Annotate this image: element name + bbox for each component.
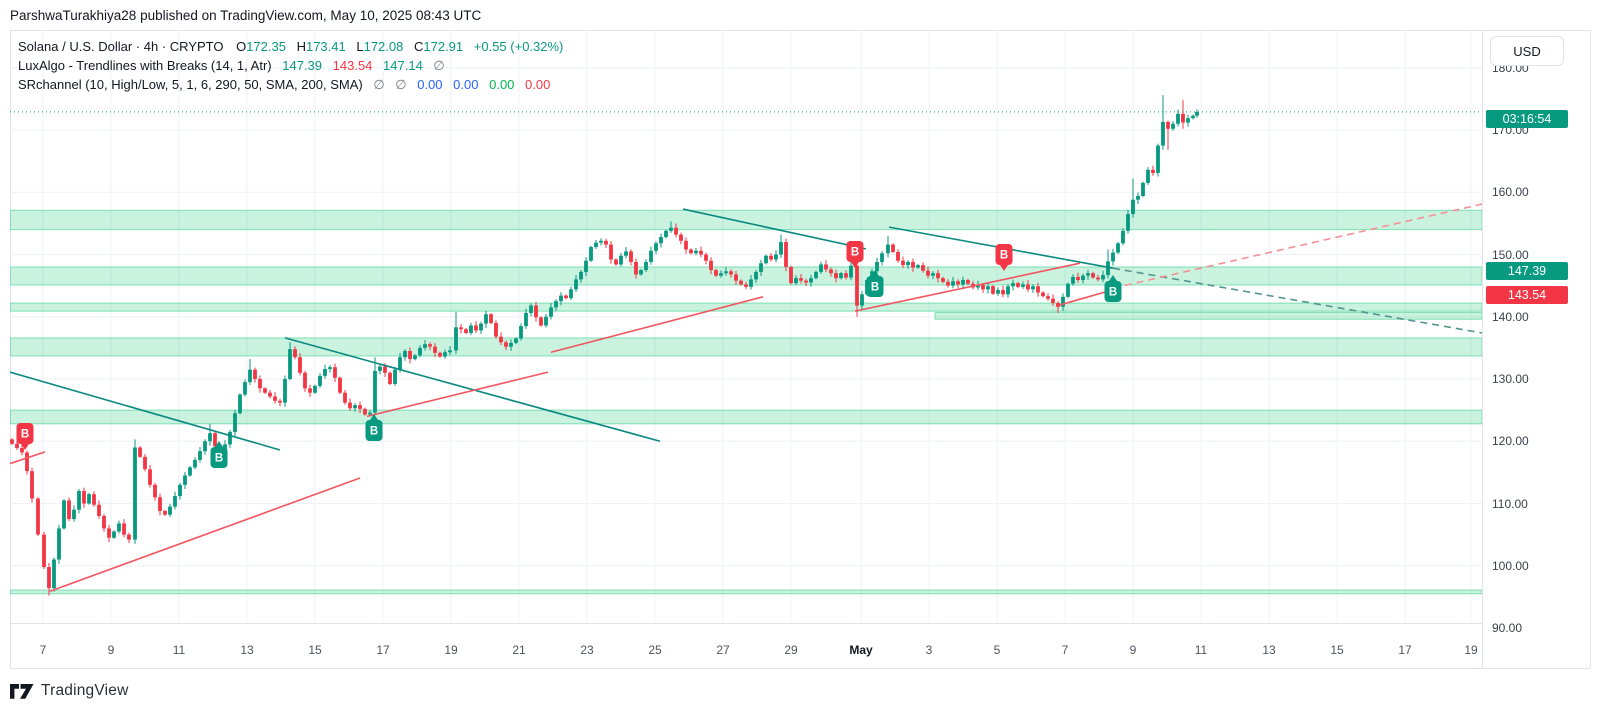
ohlc-low: L172.08: [356, 39, 404, 54]
ohlc-high: H173.41: [296, 39, 346, 54]
indicator-value: 143.54: [332, 58, 373, 73]
time-tick-label: 9: [1129, 643, 1137, 657]
time-tick-label: 29: [784, 643, 798, 657]
tradingview-logo-icon: [10, 683, 34, 699]
price-tick-label: 120.00: [1492, 434, 1529, 449]
legend-symbol-row[interactable]: Solana / U.S. Dollar · 4h · CRYPTO O172.…: [18, 38, 563, 57]
time-tick-label: 7: [39, 643, 47, 657]
time-tick-label: 11: [1194, 643, 1208, 657]
tradingview-logo-text: TradingView: [41, 682, 129, 699]
symbol-title: Solana / U.S. Dollar · 4h · CRYPTO: [18, 39, 224, 54]
currency-toggle-button[interactable]: USD: [1490, 36, 1564, 66]
upper-trendline-price-badge: 147.39: [1486, 261, 1568, 280]
indicator-name: LuxAlgo - Trendlines with Breaks (14, 1,…: [18, 58, 272, 73]
time-tick-label: 5: [993, 643, 1001, 657]
price-axis-separator: [1482, 30, 1483, 668]
time-tick-label: 13: [1262, 643, 1276, 657]
indicator-value: 147.39: [282, 58, 323, 73]
legend: Solana / U.S. Dollar · 4h · CRYPTO O172.…: [18, 38, 563, 95]
svg-text:B: B: [215, 453, 223, 465]
time-tick-label: 23: [580, 643, 594, 657]
time-tick-label: 21: [512, 643, 526, 657]
price-tick-label: 110.00: [1492, 496, 1528, 511]
ohlc-close: C172.91: [413, 39, 464, 54]
time-tick-label: May: [849, 643, 873, 657]
svg-text:B: B: [851, 247, 859, 259]
price-tick-label: 160.00: [1492, 185, 1529, 200]
svg-text:B: B: [1109, 287, 1117, 299]
time-tick-label: 19: [444, 643, 458, 657]
indicator-value: 0.00: [489, 77, 515, 92]
tradingview-logo[interactable]: TradingView: [10, 682, 129, 700]
time-tick-label: 7: [1061, 643, 1069, 657]
time-tick-label: 9: [107, 643, 115, 657]
price-tick-label: 140.00: [1492, 309, 1529, 324]
symbol-change: +0.55 (+0.32%): [473, 39, 564, 54]
time-tick-label: 27: [716, 643, 730, 657]
pane-border-right: [1590, 30, 1591, 668]
svg-text:B: B: [871, 282, 879, 294]
time-tick-label: 3: [925, 643, 933, 657]
indicator-name: SRchannel (10, High/Low, 5, 1, 6, 290, 5…: [18, 77, 363, 92]
indicator-value: 147.14: [383, 58, 423, 73]
svg-text:B: B: [21, 429, 29, 441]
indicator-value: 0.00: [417, 77, 443, 92]
time-tick-label: 25: [648, 643, 662, 657]
legend-indicator-srchannel[interactable]: SRchannel (10, High/Low, 5, 1, 6, 290, 5…: [18, 76, 563, 95]
time-tick-label: 15: [308, 643, 322, 657]
time-axis-separator: [10, 623, 1482, 624]
svg-text:B: B: [1000, 250, 1008, 262]
time-tick-label: 17: [376, 643, 390, 657]
empty-set-icon: ∅: [433, 58, 445, 73]
time-tick-label: 11: [172, 643, 186, 657]
empty-set-icon: ∅: [373, 77, 385, 92]
time-tick-label: 17: [1398, 643, 1412, 657]
legend-indicator-luxalgo[interactable]: LuxAlgo - Trendlines with Breaks (14, 1,…: [18, 57, 563, 76]
empty-set-icon: ∅: [395, 77, 407, 92]
price-tick-label: 100.00: [1492, 558, 1529, 573]
indicator-value: 0.00: [525, 77, 551, 92]
price-tick-label: 90.00: [1492, 621, 1523, 635]
time-tick-label: 13: [240, 643, 254, 657]
snapshot-title: ParshwaTurakhiya28 published on TradingV…: [10, 8, 482, 23]
time-tick-label: 19: [1464, 643, 1478, 657]
pane-border-top: [10, 30, 1590, 31]
svg-text:B: B: [370, 426, 378, 438]
ohlc-open: O172.35: [236, 39, 286, 54]
time-tick-label: 15: [1330, 643, 1344, 657]
lower-trendline-price-badge: 143.54: [1486, 285, 1568, 304]
price-tick-label: 130.00: [1492, 372, 1529, 386]
indicator-value: 0.00: [453, 77, 479, 92]
bottom-separator: [10, 668, 1590, 669]
price-tick-label: 150.00: [1492, 247, 1529, 262]
bar-countdown-badge: 03:16:54: [1486, 109, 1568, 128]
